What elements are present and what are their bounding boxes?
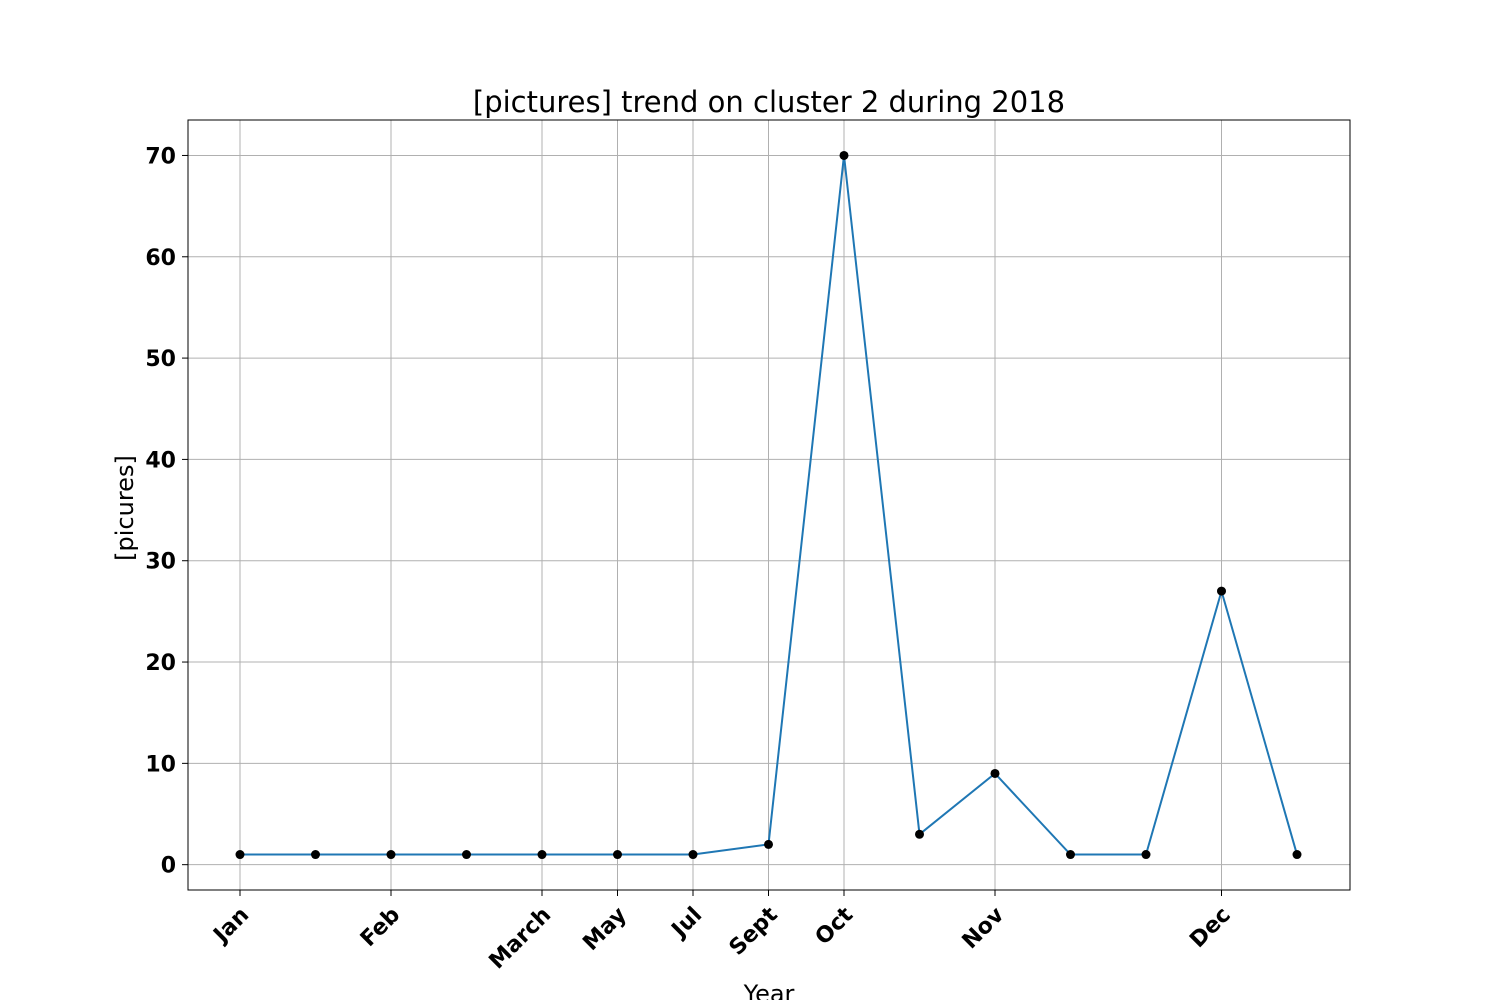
data-point xyxy=(990,768,1000,778)
data-point xyxy=(839,150,849,160)
data-point xyxy=(764,839,773,849)
data-point xyxy=(1066,850,1075,860)
y-tick-label: 60 xyxy=(145,246,176,271)
y-axis-label: [picures] xyxy=(111,455,139,561)
x-tick-label: Jul xyxy=(666,903,707,944)
y-axis: 0 10 20 30 40 50 60 70 xyxy=(145,144,188,879)
x-tick-label: Dec xyxy=(1185,903,1235,953)
x-axis-label: Year xyxy=(743,980,795,1000)
x-tick-label: March xyxy=(485,903,557,975)
y-tick-label: 10 xyxy=(145,752,176,777)
y-tick-label: 0 xyxy=(161,854,176,879)
grid-layer xyxy=(188,120,1350,890)
x-tick-label: Nov xyxy=(958,902,1010,954)
series-layer xyxy=(235,150,1302,860)
y-tick-label: 30 xyxy=(145,550,176,575)
y-tick-label: 20 xyxy=(145,651,176,676)
x-tick-label: Sept xyxy=(725,902,783,960)
y-tick-label: 50 xyxy=(145,347,176,372)
data-point xyxy=(462,850,471,860)
data-point xyxy=(915,829,924,839)
x-tick-label: Jan xyxy=(208,903,254,949)
data-point xyxy=(1292,850,1302,860)
x-tick-label: Oct xyxy=(811,902,859,950)
y-tick-label: 70 xyxy=(145,144,176,169)
data-point xyxy=(1141,850,1151,860)
data-point xyxy=(386,850,396,860)
x-tick-label: Feb xyxy=(356,903,405,952)
data-point xyxy=(613,850,622,860)
x-tick-label: May xyxy=(578,903,631,956)
data-point xyxy=(537,850,547,860)
data-point xyxy=(688,850,698,860)
chart-title: [pictures] trend on cluster 2 during 201… xyxy=(473,85,1065,119)
x-axis: Jan Feb March May Jul Sept Oct Nov Dec xyxy=(208,890,1236,974)
data-point xyxy=(311,850,320,860)
data-point xyxy=(1217,586,1226,596)
data-point xyxy=(235,850,245,860)
y-tick-label: 40 xyxy=(145,448,176,473)
